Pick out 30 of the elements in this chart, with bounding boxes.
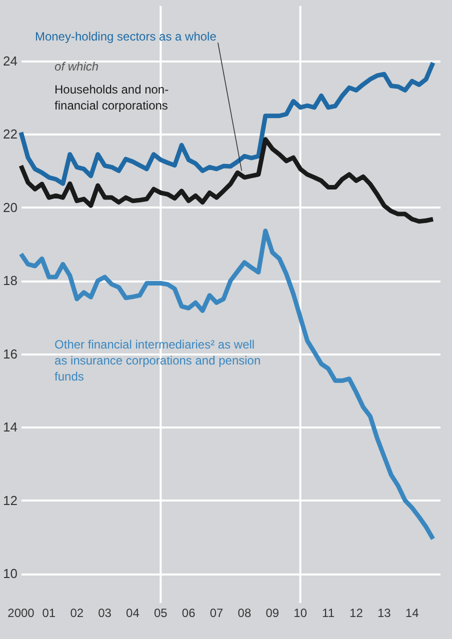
y-tick-label: 24	[3, 53, 18, 68]
x-tick-label: 10	[294, 606, 308, 620]
y-tick-label: 20	[3, 200, 18, 215]
y-tick-label: 18	[3, 273, 18, 288]
y-tick-label: 16	[3, 346, 18, 362]
x-tick-label: 11	[322, 606, 335, 620]
line-series	[18, 137, 436, 224]
y-tick-label: 14	[3, 420, 18, 435]
x-tick-label: 08	[238, 606, 252, 620]
y-tick-label: 12	[3, 492, 18, 508]
line-series	[18, 60, 436, 186]
x-tick-label: 01	[42, 606, 56, 620]
text: Households and non-financial corporations	[54, 82, 169, 113]
x-tick-label: 2000	[8, 606, 35, 620]
x-tick-label: 13	[377, 606, 392, 620]
x-tick-label: 03	[98, 606, 112, 620]
text: Other financial intermediaries² as well as insurance corporations and pension funds	[54, 337, 261, 384]
y-tick-label: 10	[3, 566, 18, 582]
x-tick-label: 05	[154, 606, 168, 620]
annotation: of which	[54, 59, 99, 74]
y-tick-label: 22	[3, 126, 18, 142]
x-tick-label: 14	[405, 606, 420, 620]
x-tick-label: 04	[126, 606, 140, 620]
x-tick-label: 07	[210, 606, 224, 620]
text: Money-holding sectors as a whole	[34, 30, 217, 44]
line-series	[18, 228, 436, 542]
x-tick-label: 02	[70, 606, 84, 620]
x-tick-label: 12	[350, 606, 364, 620]
x-tick-label: 09	[266, 606, 280, 620]
x-tick-label: 06	[182, 606, 196, 620]
